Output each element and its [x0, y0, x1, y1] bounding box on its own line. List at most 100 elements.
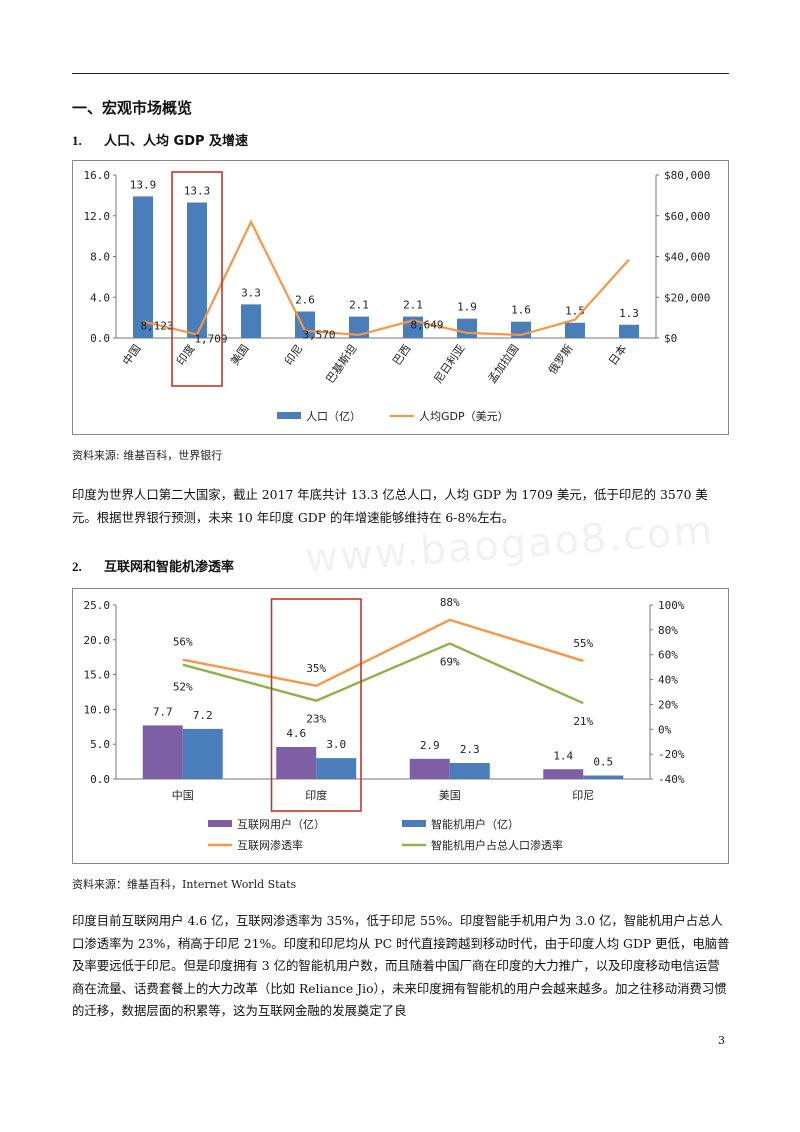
bar-population [619, 324, 639, 338]
highlight-box-india [270, 598, 362, 812]
bar-data-label: 1.3 [619, 307, 639, 320]
category-tick-label: 印度 [305, 788, 327, 802]
bar-internet-users [142, 725, 183, 779]
bar-smartphone-users [583, 775, 624, 779]
legend-swatch-population [277, 412, 301, 419]
category-tick-label: 印尼 [572, 789, 594, 802]
subsection-number: 2. [72, 559, 82, 574]
subsection-title: 互联网和智能机渗透率 [104, 560, 235, 575]
bar-data-label: 0.5 [593, 756, 613, 769]
line-data-label: 8,123 [140, 319, 173, 332]
bar-data-label: 1.4 [553, 749, 573, 762]
bar-data-label: 1.6 [511, 304, 531, 317]
legend-label-smartphone-penetration: 智能机用户占总人口渗透率 [431, 838, 563, 852]
left-tick-label: 20.0 [84, 634, 111, 647]
right-tick-label: $60,000 [664, 210, 710, 223]
chart-border [72, 160, 729, 435]
bar-smartphone-users [316, 758, 357, 779]
bar-data-label: 13.3 [184, 185, 211, 198]
subsection-title: 人口、人均 GDP 及增速 [104, 134, 249, 149]
paragraph-1: 印度为世界人口第二大国家，截止 2017 年底共计 13.3 亿总人口，人均 G… [72, 487, 708, 525]
legend-label-internet-penetration: 互联网渗透率 [237, 838, 303, 852]
bar-internet-users [543, 769, 584, 779]
chart-1-svg: 0.0 4.0 8.0 12.0 16.0 $0 $20,000 $40,000 $60,000… [72, 160, 729, 435]
legend-label-internet-users: 互联网用户（亿） [237, 817, 325, 831]
line-data-label: 56% [173, 636, 193, 649]
left-tick-label: 10.0 [84, 703, 111, 716]
line-data-label: 55% [573, 637, 593, 650]
bar-smartphone-users [182, 728, 223, 779]
legend-label-population: 人口（亿） [306, 410, 361, 423]
bar-population [457, 318, 477, 338]
bar-data-label: 3.3 [241, 286, 261, 299]
line-data-label: 69% [440, 656, 460, 669]
category-tick-label: 中国 [172, 789, 194, 802]
right-tick-label: 80% [658, 624, 678, 637]
right-tick-label: $40,000 [664, 251, 710, 264]
chart-population-gdp: 0.0 4.0 8.0 12.0 16.0 $0 $20,000 $40,000 $60,000… [72, 160, 729, 435]
right-tick-label: -20% [658, 748, 685, 761]
right-tick-label: 100% [658, 599, 685, 612]
subsection-number: 1. [72, 133, 82, 148]
left-tick-label: 4.0 [90, 291, 110, 304]
legend-swatch-smartphone-users [402, 820, 426, 827]
left-tick-label: 0.0 [90, 773, 110, 786]
bar-data-label: 2.3 [460, 743, 480, 756]
bar-data-label: 2.1 [403, 299, 423, 312]
right-tick-label: 40% [658, 674, 678, 687]
section-title: 一、宏观市场概览 [72, 99, 193, 117]
line-data-label: 3,570 [302, 329, 335, 342]
chart-2-svg: 0.0 5.0 10.0 15.0 20.0 25.0 -40% -20% 0% 20% 40% 60… [72, 588, 729, 864]
line-data-label: 21% [573, 715, 593, 728]
bar-internet-users [409, 758, 450, 779]
bar-smartphone-users [449, 762, 490, 779]
bar-data-label: 13.9 [130, 178, 157, 191]
left-tick-label: 0.0 [90, 332, 110, 345]
bar-data-label: 7.2 [193, 709, 213, 722]
line-data-label: 35% [306, 662, 326, 675]
line-data-label: 23% [306, 713, 326, 726]
right-tick-label: 20% [658, 698, 678, 711]
line-gdp-per-capita [142, 219, 630, 337]
bar-internet-users [276, 746, 317, 779]
bar-population [241, 304, 261, 338]
bar-population [133, 196, 153, 338]
chart-internet-penetration: 0.0 5.0 10.0 15.0 20.0 25.0 -40% -20% 0% 20% 40% 60… [72, 588, 729, 864]
right-tick-label: 60% [658, 649, 678, 662]
subsection-heading-1: 1. 人口、人均 GDP 及增速 [72, 130, 248, 149]
bar-data-label: 2.9 [420, 739, 440, 752]
line-data-label: 88% [440, 596, 460, 609]
source-note-2: 资料来源：维基百科，Internet World Stats [72, 878, 297, 891]
bar-data-label: 4.6 [286, 727, 306, 740]
right-tick-label: $0 [664, 332, 677, 345]
bar-population [187, 202, 207, 338]
right-tick-label: -40% [658, 773, 685, 786]
source-note-1: 资料来源: 维基百科，世界银行 [72, 449, 223, 462]
bar-population [565, 322, 585, 338]
bar-data-label: 1.9 [457, 301, 477, 314]
line-data-label: 8,649 [410, 318, 443, 331]
left-tick-label: 16.0 [84, 169, 111, 182]
line-data-label: 1,709 [194, 333, 227, 346]
category-tick-label: 美国 [439, 789, 461, 802]
line-internet-penetration [182, 618, 584, 688]
subsection-heading-2: 2. 互联网和智能机渗透率 [72, 556, 234, 575]
left-tick-label: 25.0 [84, 599, 111, 612]
left-tick-label: 15.0 [84, 669, 111, 682]
bar-data-label: 2.1 [349, 299, 369, 312]
line-data-label: 52% [173, 681, 193, 694]
left-tick-label: 5.0 [90, 738, 110, 751]
legend-label-smartphone-users: 智能机用户（亿） [431, 817, 519, 831]
left-tick-label: 8.0 [90, 251, 110, 264]
line-smartphone-penetration [182, 642, 584, 705]
header-rule [72, 73, 729, 74]
bar-data-label: 3.0 [326, 738, 346, 751]
right-tick-label: 0% [658, 723, 672, 736]
paragraph-2: 印度目前互联网用户 4.6 亿，互联网渗透率为 35%，低于印尼 55%。印度智… [72, 913, 730, 1018]
page-number: 3 [718, 1034, 725, 1047]
legend-label-gdp: 人均GDP（美元） [419, 410, 509, 423]
legend-swatch-internet-users [208, 820, 232, 827]
left-tick-label: 12.0 [84, 210, 111, 223]
right-tick-label: $20,000 [664, 291, 710, 304]
highlight-box-india [171, 171, 223, 387]
